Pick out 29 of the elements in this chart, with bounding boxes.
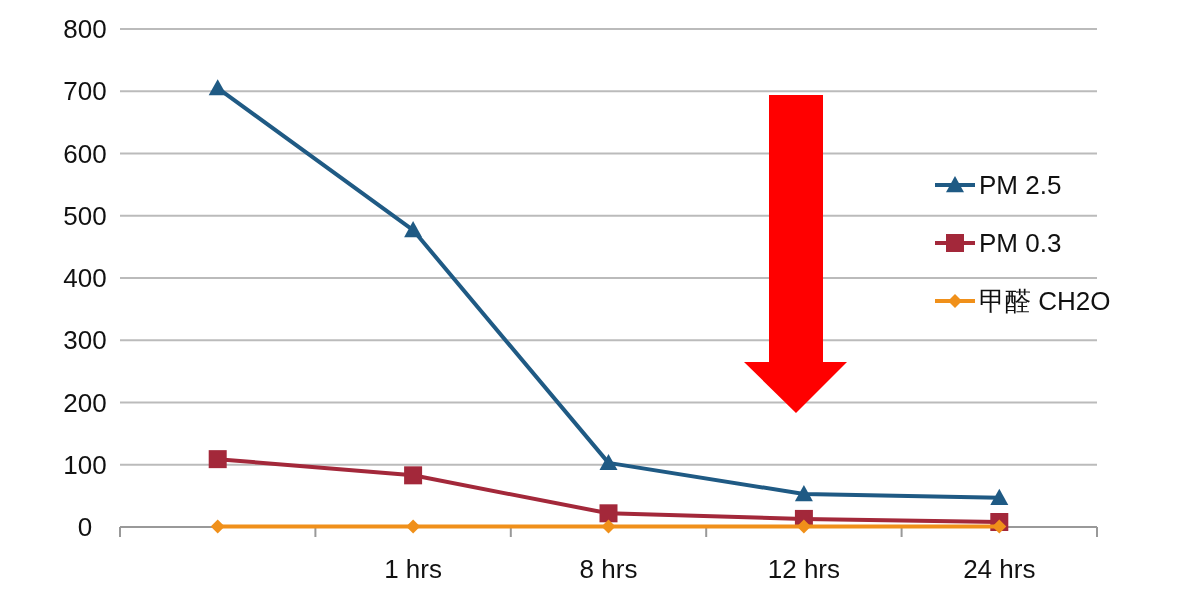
y-tick-label: 600	[63, 138, 107, 169]
point	[406, 519, 421, 534]
legend-label: 甲醛 CH2O	[979, 286, 1111, 316]
y-tick-label: 0	[77, 512, 93, 542]
point	[992, 519, 1007, 534]
point	[601, 519, 616, 534]
x-tick-label: 1 hrs	[384, 554, 443, 584]
y-tick-label: 300	[63, 325, 107, 356]
y-tick-label: 100	[63, 449, 107, 480]
y-tick-label: 200	[63, 387, 107, 418]
y-tick-label: 700	[63, 76, 107, 107]
y-tick-label: 400	[63, 263, 107, 293]
point	[208, 450, 227, 469]
point	[404, 221, 423, 238]
legend-label: PM 2.5	[979, 170, 1062, 200]
legend-label: PM 0.3	[979, 228, 1062, 258]
point	[210, 519, 225, 534]
point	[208, 79, 227, 96]
point	[404, 466, 423, 485]
point	[794, 485, 813, 502]
point	[599, 453, 618, 471]
y-tick-label: 500	[63, 200, 107, 231]
y-tick-label: 800	[63, 14, 107, 44]
x-tick-label: 12 hrs	[767, 554, 841, 584]
point	[599, 504, 618, 523]
point	[990, 488, 1009, 505]
x-tick-label: 8 hrs	[579, 554, 638, 584]
point	[796, 519, 811, 534]
x-tick-label: 24 hrs	[963, 554, 1036, 584]
